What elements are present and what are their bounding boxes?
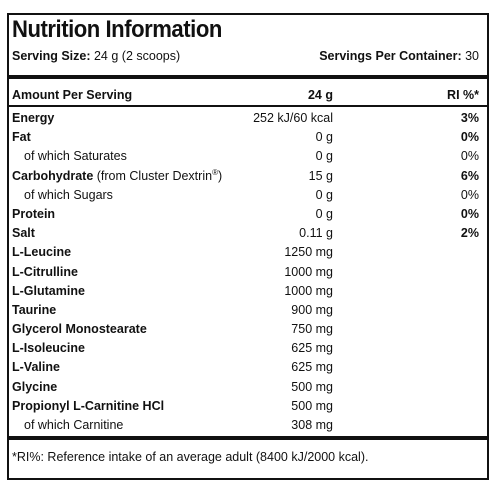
nutrient-ri: 6%: [460, 168, 479, 183]
nutrient-name: of which Carnitine: [24, 416, 123, 435]
nutrient-ri: 0%: [460, 149, 479, 164]
nutrient-label: Glycerol Monostearate: [12, 322, 147, 337]
nutrient-amount: 308 mg: [291, 418, 333, 432]
nutrient-name: of which Sugars: [24, 186, 113, 205]
table-row: Energy 252 kJ/60 kcal 3%: [12, 109, 479, 128]
nutrient-label: L-Citrulline: [12, 264, 78, 279]
table-row: L-Citrulline 1000 mg: [12, 263, 479, 282]
table-row: L-Isoleucine 625 mg: [12, 339, 479, 358]
table-row: Glycerol Monostearate 750 mg: [12, 320, 479, 339]
nutrient-label: L-Leucine: [12, 245, 72, 260]
nutrient-name: L-Valine: [12, 358, 60, 377]
nutrient-ri: 0%: [460, 206, 479, 221]
nutrient-name: Glycine: [12, 378, 57, 397]
servings-per-container-label: Servings Per Container:: [319, 49, 462, 63]
nutrient-amount: 625 mg: [291, 360, 333, 375]
nutrient-name: L-Glutamine: [12, 282, 85, 301]
divider-bottom: [9, 436, 487, 440]
nutrient-label: L-Glutamine: [12, 283, 85, 298]
header-serving-amount: 24 g: [307, 88, 333, 102]
nutrient-name: Protein: [12, 205, 55, 224]
nutrient-amount: 0 g: [315, 187, 333, 202]
nutrient-name: Salt: [12, 224, 35, 243]
nutrient-ri: 2%: [460, 226, 479, 241]
nutrient-name: L-Isoleucine: [12, 339, 85, 358]
nutrient-amount: 625 mg: [291, 341, 333, 356]
nutrient-amount: 0 g: [315, 130, 333, 145]
nutrient-name: Propionyl L-Carnitine HCl: [12, 397, 164, 416]
servings-per-container-value: 30: [465, 49, 479, 63]
nutrient-ri: 0%: [460, 130, 479, 145]
nutrient-amount: 252 kJ/60 kcal: [253, 111, 333, 125]
nutrient-label: of which Carnitine: [24, 418, 124, 432]
divider-thick: [9, 75, 487, 79]
table-row: Propionyl L-Carnitine HCl 500 mg: [12, 397, 479, 416]
header-ri: RI %*: [447, 88, 479, 102]
table-row: Salt 0.11 g 2%: [12, 224, 479, 243]
table-row: Carbohydrate (from Cluster Dextrin®) 15 g…: [12, 167, 479, 186]
nutrient-name: Carbohydrate (from Cluster Dextrin®): [12, 167, 222, 186]
serving-size-value: 24 g (2 scoops): [93, 49, 181, 63]
nutrient-label: Fat: [12, 130, 31, 145]
nutrient-name: Glycerol Monostearate: [12, 320, 147, 339]
nutrient-amount: 0 g: [315, 149, 333, 164]
table-row: Taurine 900 mg: [12, 301, 479, 320]
panel-title: Nutrition Information: [12, 16, 222, 43]
serving-size: Serving Size: 24 g (2 scoops): [12, 49, 180, 63]
nutrient-amount: 0 g: [315, 206, 333, 221]
nutrient-label: of which Sugars: [24, 187, 113, 202]
serving-size-label: Serving Size:: [12, 49, 91, 63]
nutrient-label: L-Valine: [12, 360, 60, 375]
nutrient-amount: 0.11 g: [299, 226, 333, 241]
nutrient-name: L-Citrulline: [12, 263, 78, 282]
nutrient-label: Energy: [12, 111, 55, 125]
nutrient-amount: 900 mg: [291, 302, 333, 317]
header-amount-per-serving: Amount Per Serving: [12, 88, 133, 102]
nutrient-amount: 1250 mg: [284, 245, 333, 260]
table-row: of which Saturates 0 g 0%: [12, 147, 479, 166]
nutrient-name: L-Leucine: [12, 243, 71, 262]
nutrient-name: of which Saturates: [24, 147, 127, 166]
nutrient-name: Energy: [12, 109, 54, 128]
nutrient-label: Carbohydrate: [12, 168, 94, 183]
nutrient-label-suffix: (from Cluster Dextrin: [93, 168, 213, 183]
table-row: L-Leucine 1250 mg: [12, 243, 479, 262]
nutrient-label: Glycine: [12, 379, 58, 394]
registered-mark: ®: [212, 167, 218, 177]
table-row: Fat 0 g 0%: [12, 128, 479, 147]
table-row: Protein 0 g 0%: [12, 205, 479, 224]
nutrient-amount: 1000 mg: [284, 264, 333, 279]
nutrient-ri: 3%: [460, 111, 479, 125]
table-row: of which Sugars 0 g 0%: [12, 186, 479, 205]
nutrient-rows: Energy 252 kJ/60 kcal 3% Fat 0 g 0% of which S…: [12, 109, 479, 435]
table-row: L-Valine 625 mg: [12, 358, 479, 377]
servings-per-container: Servings Per Container: 30: [319, 49, 479, 63]
nutrient-name: Fat: [12, 128, 31, 147]
footnote: *RI%: Reference intake of an average adu…: [12, 450, 369, 464]
nutrition-panel: Nutrition Information Serving Size: 24 g…: [7, 13, 489, 480]
table-row: Glycine 500 mg: [12, 378, 479, 397]
divider-header: [9, 105, 487, 107]
nutrient-label: of which Saturates: [24, 149, 127, 164]
nutrient-label: L-Isoleucine: [12, 341, 85, 356]
nutrient-name: Taurine: [12, 301, 56, 320]
nutrient-amount: 15 g: [308, 168, 333, 183]
table-row: L-Glutamine 1000 mg: [12, 282, 479, 301]
nutrient-amount: 500 mg: [291, 379, 333, 394]
table-row: of which Carnitine 308 mg: [12, 416, 479, 435]
nutrient-amount: 500 mg: [291, 398, 333, 413]
nutrient-label: Salt: [12, 226, 35, 241]
nutrient-label-close: ): [217, 168, 223, 183]
nutrient-label: Protein: [12, 206, 56, 221]
nutrient-amount: 750 mg: [291, 322, 333, 337]
nutrient-label: Propionyl L-Carnitine HCl: [12, 398, 165, 413]
nutrient-amount: 1000 mg: [284, 283, 333, 298]
nutrient-label: Taurine: [12, 302, 57, 317]
nutrient-ri: 0%: [460, 187, 479, 202]
